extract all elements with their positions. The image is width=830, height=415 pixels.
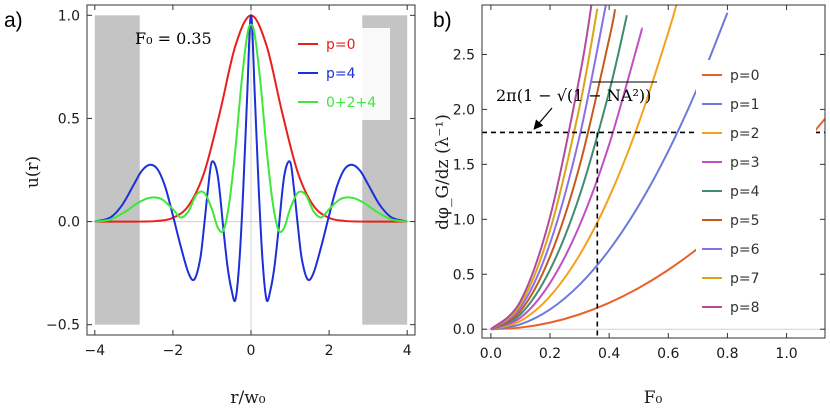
y-tick-label: 2.5: [453, 47, 475, 63]
series-p-3-line: [490, 27, 644, 331]
x-tick-label: 4: [403, 343, 412, 359]
series-p-6-line: [490, 5, 607, 331]
series-p-1-line: [490, 12, 729, 331]
legend-label: p=3: [730, 155, 760, 171]
x-tick-label: 0.8: [716, 346, 738, 362]
legend-label: p=4: [730, 184, 760, 200]
na-annotation: 2π(1 − √(1 − NA²)): [496, 86, 651, 105]
y-tick-label: 1.0: [453, 212, 475, 228]
panel-a-label: a): [4, 9, 23, 32]
x-tick-label: 0.0: [480, 346, 502, 362]
legend-label: p=1: [730, 97, 760, 113]
shaded-region: [94, 15, 140, 325]
legend-label: p=2: [730, 126, 760, 142]
ticks-a: −4 −2 0 2 4 −0.5 0.0 0.5 1.0: [46, 5, 415, 359]
x-tick-label: 1.0: [775, 346, 797, 362]
legend-label: 0+2+4: [326, 95, 376, 111]
panel-b-label: b): [433, 9, 452, 32]
legend-label: p=7: [730, 271, 760, 287]
series-p-7-line: [490, 8, 599, 331]
x-tick-label: −2: [163, 343, 184, 359]
y-axis-label-a: u(r): [23, 156, 43, 188]
legend-b: p=0 p=1 p=2 p=3 p=4 p=5 p=6 p=7 p=8: [696, 60, 816, 316]
panel-a: a) −4 −2 0 2 4 −0.5 0.0 0.5 1.0 F₀ = 0.35 p=0 p=4…: [4, 4, 416, 408]
x-tick-label: 2: [325, 343, 334, 359]
y-tick-label: 0.0: [453, 322, 475, 338]
y-tick-label: 1.0: [58, 8, 80, 24]
y-tick-label: 0.0: [58, 215, 80, 231]
x-axis-label-a: r/w₀: [230, 388, 265, 408]
series-p-8-line: [490, 5, 593, 330]
x-axis-label-b: F₀: [644, 388, 663, 408]
series-p-4-line: [490, 14, 628, 331]
f0-annotation: F₀ = 0.35: [135, 29, 212, 48]
y-tick-label: 0.5: [453, 267, 475, 283]
plot-frame-b: [481, 4, 826, 339]
x-tick-label: −4: [84, 343, 105, 359]
x-tick-label: 0.2: [539, 346, 561, 362]
y-tick-label: 1.5: [453, 157, 475, 173]
legend-background-b: [696, 60, 816, 310]
y-tick-label: −0.5: [46, 318, 80, 334]
series-p-5-line: [490, 9, 617, 331]
legend-a: p=0 p=4 0+2+4: [290, 28, 390, 120]
y-tick-label: 2.0: [453, 102, 475, 118]
y-axis-label-b: dφ_G/dz (λ⁻¹): [433, 114, 453, 230]
legend-label: p=0: [730, 68, 760, 84]
reference-lines: [482, 81, 825, 338]
series-p-2-line: [490, 5, 678, 331]
x-tick-label: 0.6: [657, 346, 679, 362]
annotation-arrow: [533, 107, 553, 130]
legend-label: p=6: [730, 242, 760, 258]
legend-label: p=5: [730, 213, 760, 229]
legend-label: p=4: [326, 66, 356, 82]
series-lines: [94, 14, 408, 303]
series-0-2-4-line: [94, 23, 408, 234]
series-p-4-line: [94, 14, 408, 303]
y-tick-label: 0.5: [58, 111, 80, 127]
legend-label: p=0: [326, 37, 356, 53]
x-tick-label: 0.4: [598, 346, 620, 362]
ticks-b: 0.0 0.2 0.4 0.6 0.8 1.0 0.0 0.5 1.0 1.5 2.0 2.5: [453, 5, 825, 362]
x-tick-label: 0: [247, 343, 256, 359]
legend-label: p=8: [730, 300, 760, 316]
panel-b: b) 0.0 0.2 0.4 0.6 0.8 1.00.00.51.01.52.02.5 …: [433, 4, 826, 408]
